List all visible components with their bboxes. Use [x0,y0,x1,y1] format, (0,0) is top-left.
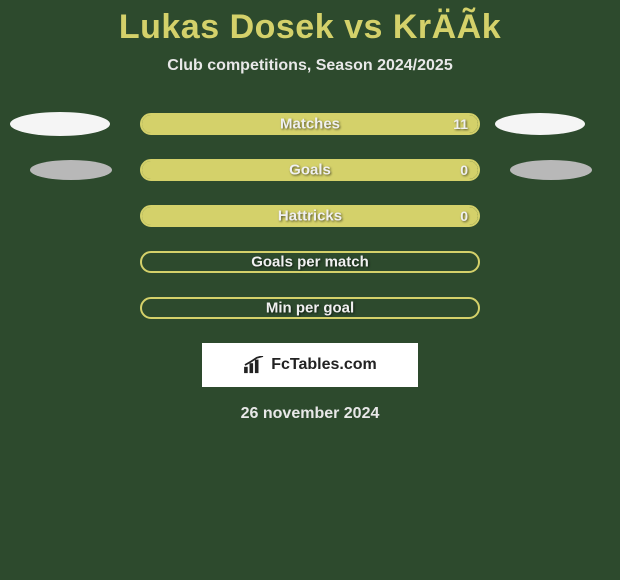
player-right-ellipse [510,160,592,180]
page-title: Lukas Dosek vs KrÄÃ­k [0,0,620,47]
player-left-ellipse [10,112,110,136]
stat-row: Min per goal [0,297,620,319]
date-text: 26 november 2024 [0,405,620,423]
stat-row: Matches 11 [0,113,620,135]
stat-bar: Goals per match [140,251,480,273]
stat-row: Goals per match [0,251,620,273]
stat-label: Goals [289,162,331,179]
stat-bar: Hattricks 0 [140,205,480,227]
brand-chart-icon [243,356,265,374]
page-subtitle: Club competitions, Season 2024/2025 [0,57,620,75]
stat-label: Goals per match [251,254,369,271]
stat-row: Hattricks 0 [0,205,620,227]
stat-bar: Goals 0 [140,159,480,181]
stat-row: Goals 0 [0,159,620,181]
stat-label: Hattricks [278,208,342,225]
player-left-ellipse [30,160,112,180]
comparison-chart: Matches 11 Goals 0 Hattricks 0 Goals per match… [0,113,620,319]
player-right-ellipse [495,113,585,135]
stat-label: Matches [280,116,340,133]
brand-text: FcTables.com [271,356,377,374]
brand-badge: FcTables.com [202,343,418,387]
stat-bar: Matches 11 [140,113,480,135]
stat-bar: Min per goal [140,297,480,319]
stat-value: 11 [453,116,468,132]
stat-value: 0 [460,208,468,224]
stat-label: Min per goal [266,300,354,317]
stat-value: 0 [460,162,468,178]
